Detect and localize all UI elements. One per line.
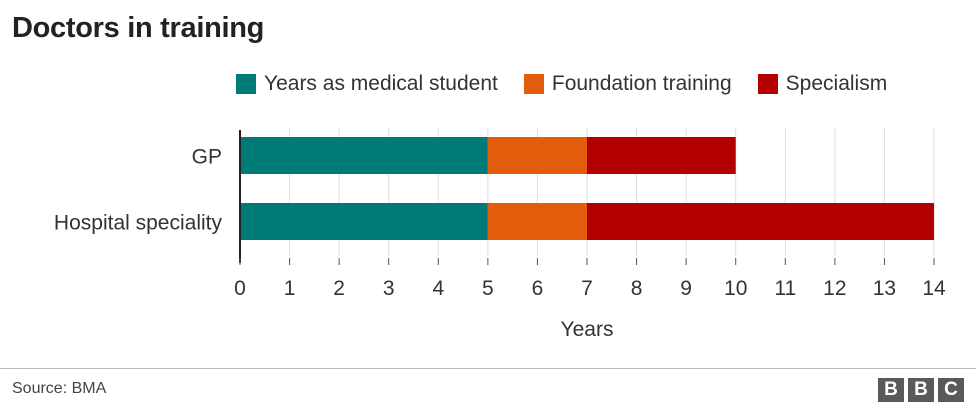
bar-segment (487, 137, 587, 174)
x-tick-label: 3 (383, 277, 395, 300)
bar-segment (240, 203, 488, 240)
legend-label-specialism: Specialism (785, 72, 888, 95)
legend-item-medical-student: Years as medical student (236, 72, 498, 96)
x-tick-label: 13 (873, 277, 896, 300)
footer-divider (0, 368, 976, 369)
x-tick-label: 9 (680, 277, 692, 300)
x-tick-label: 1 (284, 277, 296, 300)
legend-swatch-specialism (757, 74, 778, 94)
legend: Years as medical student Foundation trai… (236, 72, 887, 96)
x-tick-label: 10 (724, 277, 747, 300)
bbc-logo-letter: B (878, 378, 904, 402)
bbc-logo-letter: C (938, 378, 964, 402)
legend-item-foundation-training: Foundation training (523, 72, 732, 96)
x-tick-label: 5 (482, 277, 494, 300)
x-tick-label: 0 (234, 277, 246, 300)
x-tick-label: 11 (774, 277, 796, 300)
category-label: GP (192, 146, 222, 169)
x-tick-label: 7 (581, 277, 593, 300)
bar-segment (487, 203, 587, 240)
x-tick-label: 2 (333, 277, 345, 300)
x-tick-label: 6 (532, 277, 544, 300)
legend-label-foundation-training: Foundation training (551, 72, 732, 95)
category-label: Hospital speciality (54, 212, 223, 235)
chart-title: Doctors in training (12, 12, 265, 44)
x-tick-label: 4 (432, 277, 444, 300)
source-note: Source: BMA (12, 380, 107, 397)
bar-segment (240, 137, 488, 174)
legend-swatch-medical-student (236, 74, 256, 94)
bar-segment (587, 137, 736, 174)
bar-segment (587, 203, 934, 240)
x-axis-title: Years (561, 318, 614, 341)
legend-item-specialism: Specialism (757, 72, 888, 96)
x-tick-label: 14 (922, 277, 946, 300)
legend-label-medical-student: Years as medical student (264, 72, 498, 95)
x-tick-label: 8 (631, 277, 643, 300)
legend-swatch-foundation-training (523, 74, 544, 94)
x-tick-label: 12 (823, 277, 846, 300)
bbc-logo-letter: B (908, 378, 934, 402)
bbc-logo: B B C (874, 378, 964, 402)
